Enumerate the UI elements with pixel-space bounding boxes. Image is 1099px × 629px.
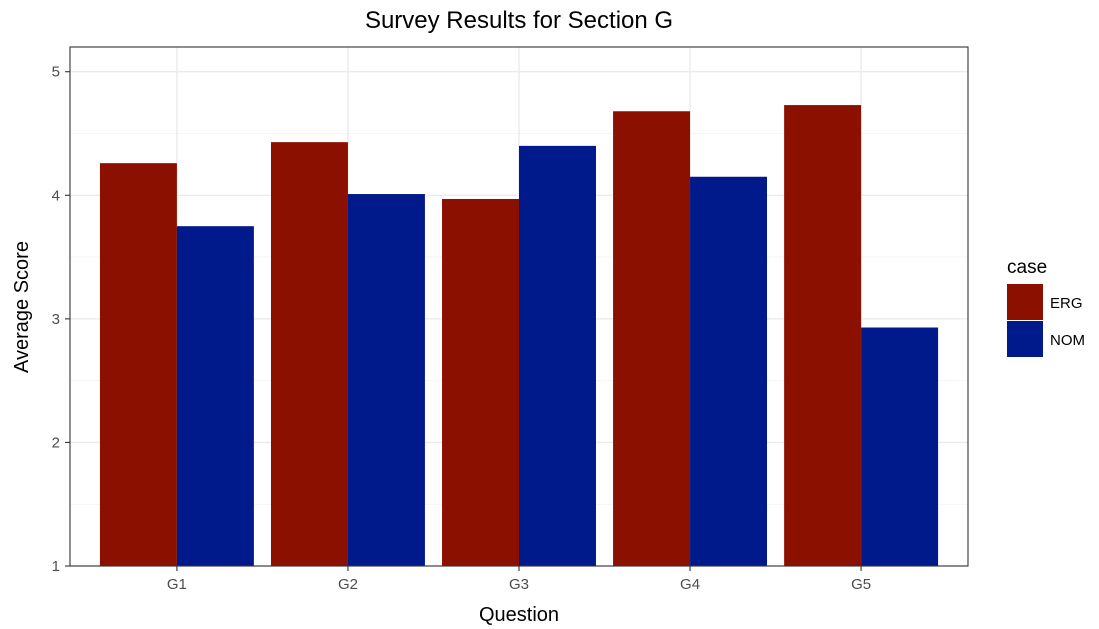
bar-erg-g2 [270, 142, 348, 566]
y-axis: 1 2 3 4 5 [52, 64, 70, 575]
y-tick-label: 4 [52, 187, 60, 204]
x-tick-label: G2 [338, 576, 358, 593]
legend: case ERG NOM [1007, 257, 1085, 357]
legend-title: case [1007, 257, 1047, 278]
bars-group [99, 105, 939, 567]
x-tick-label: G5 [851, 576, 871, 593]
x-tick-label: G1 [167, 576, 187, 593]
y-tick-label: 2 [52, 434, 60, 451]
bar-erg-g3 [442, 198, 519, 566]
y-tick-label: 3 [52, 311, 60, 328]
legend-swatch-nom [1007, 321, 1043, 357]
legend-label-erg: ERG [1050, 295, 1083, 312]
bar-nom-g3 [519, 145, 596, 566]
y-tick-label: 5 [52, 64, 60, 81]
bar-erg-g5 [784, 105, 862, 566]
x-axis-title: Question [479, 604, 559, 626]
legend-label-nom: NOM [1050, 332, 1085, 349]
x-tick-label: G3 [509, 576, 529, 593]
bar-nom-g4 [690, 176, 768, 566]
legend-swatch-erg [1007, 284, 1043, 320]
y-axis-title: Average Score [11, 241, 33, 373]
x-axis: G1 G2 G3 G4 G5 [167, 566, 871, 593]
x-tick-label: G4 [680, 576, 700, 593]
y-tick-label: 1 [52, 558, 60, 575]
bar-erg-g4 [613, 111, 691, 566]
bar-nom-g5 [861, 327, 939, 566]
bar-erg-g1 [99, 163, 177, 566]
chart-title: Survey Results for Section G [365, 7, 673, 34]
bar-nom-g2 [347, 194, 425, 567]
bar-nom-g1 [176, 226, 254, 566]
